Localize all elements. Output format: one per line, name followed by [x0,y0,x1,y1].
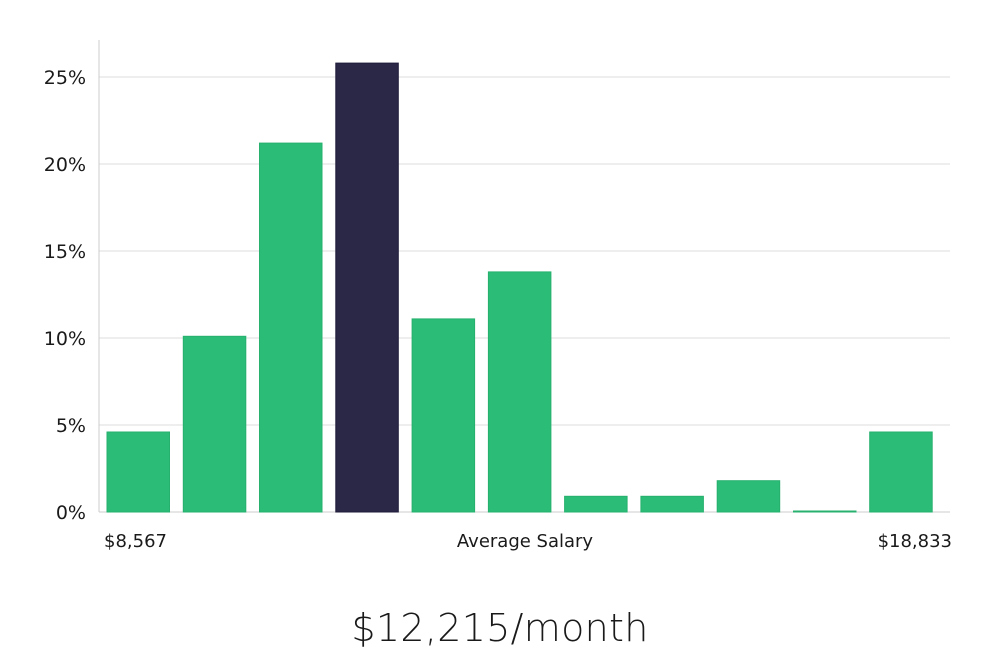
y-tick-label: 0% [56,502,86,524]
average-salary-headline: $12,215/month [351,606,649,650]
bars [106,62,933,513]
x-axis-title: Average Salary [457,531,594,552]
histogram-bar [106,431,170,513]
histogram-bar [259,142,323,513]
histogram-bar [411,318,476,513]
y-axis-ticks: 0% 5% 10% 15% 20% 25% [44,67,86,524]
histogram-bar [487,271,552,513]
histogram-bar [716,480,781,513]
histogram-bar-highlighted [335,62,399,513]
y-tick-label: 25% [44,67,86,89]
y-tick-label: 10% [44,328,86,350]
y-tick-label: 15% [44,241,86,263]
histogram-bar [793,510,857,513]
histogram-bar [640,495,704,513]
histogram-bar [564,495,628,513]
x-min-label: $8,567 [104,531,167,552]
y-tick-label: 20% [44,154,86,176]
y-tick-label: 5% [56,415,86,437]
salary-histogram: 0% 5% 10% 15% 20% 25% $8,567 Average Salary $… [44,40,952,552]
x-max-label: $18,833 [878,531,952,552]
histogram-bar [869,431,933,513]
histogram-bar [182,335,247,513]
